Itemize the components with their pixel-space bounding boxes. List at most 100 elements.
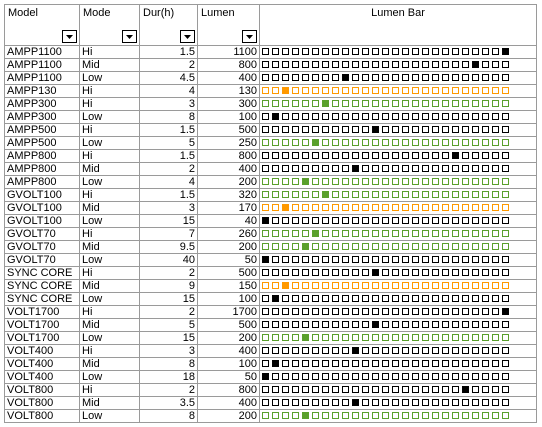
mode-cell[interactable]: Hi <box>79 149 140 163</box>
dur-cell[interactable]: 15 <box>139 292 198 306</box>
lumen-cell[interactable]: 300 <box>197 97 260 111</box>
dur-cell[interactable]: 15 <box>139 331 198 345</box>
model-cell[interactable]: AMPP800 <box>4 149 80 163</box>
lumen-cell[interactable]: 200 <box>197 240 260 254</box>
mode-cell[interactable]: Mid <box>79 279 140 293</box>
dur-cell[interactable]: 8 <box>139 357 198 371</box>
dur-cell[interactable]: 4 <box>139 175 198 189</box>
dur-cell[interactable]: 9.5 <box>139 240 198 254</box>
dur-cell[interactable]: 9 <box>139 279 198 293</box>
lumen-bar-cell[interactable] <box>259 253 537 267</box>
dur-cell[interactable]: 4.5 <box>139 71 198 85</box>
lumen-bar-cell[interactable] <box>259 227 537 241</box>
model-cell[interactable]: GVOLT100 <box>4 188 80 202</box>
lumen-cell[interactable]: 800 <box>197 383 260 397</box>
lumen-cell[interactable]: 40 <box>197 214 260 228</box>
model-cell[interactable]: SYNC CORE <box>4 292 80 306</box>
lumen-bar-cell[interactable] <box>259 71 537 85</box>
lumen-cell[interactable]: 400 <box>197 71 260 85</box>
dur-cell[interactable]: 3 <box>139 201 198 215</box>
model-cell[interactable]: AMPP800 <box>4 162 80 176</box>
mode-cell[interactable]: Hi <box>79 123 140 137</box>
lumen-bar-cell[interactable] <box>259 175 537 189</box>
lumen-cell[interactable]: 100 <box>197 292 260 306</box>
lumen-bar-cell[interactable] <box>259 383 537 397</box>
dur-cell[interactable]: 40 <box>139 253 198 267</box>
model-cell[interactable]: AMPP800 <box>4 175 80 189</box>
mode-cell[interactable]: Hi <box>79 84 140 98</box>
lumen-cell[interactable]: 500 <box>197 318 260 332</box>
lumen-filter-button[interactable] <box>242 30 257 43</box>
lumen-bar-cell[interactable] <box>259 97 537 111</box>
dur-cell[interactable]: 2 <box>139 266 198 280</box>
lumen-cell[interactable]: 100 <box>197 357 260 371</box>
mode-cell[interactable]: Low <box>79 253 140 267</box>
lumen-cell[interactable]: 1100 <box>197 45 260 59</box>
mode-cell[interactable]: Hi <box>79 97 140 111</box>
dur-cell[interactable]: 1.5 <box>139 45 198 59</box>
lumen-bar-cell[interactable] <box>259 266 537 280</box>
lumen-bar-cell[interactable] <box>259 331 537 345</box>
mode-cell[interactable]: Low <box>79 292 140 306</box>
model-cell[interactable]: GVOLT70 <box>4 240 80 254</box>
lumen-cell[interactable]: 100 <box>197 110 260 124</box>
model-cell[interactable]: AMPP500 <box>4 123 80 137</box>
mode-cell[interactable]: Mid <box>79 240 140 254</box>
lumen-cell[interactable]: 400 <box>197 396 260 410</box>
model-cell[interactable]: VOLT800 <box>4 409 80 423</box>
model-cell[interactable]: AMPP300 <box>4 110 80 124</box>
mode-cell[interactable]: Hi <box>79 45 140 59</box>
mode-cell[interactable]: Low <box>79 214 140 228</box>
mode-cell[interactable]: Low <box>79 331 140 345</box>
lumen-cell[interactable]: 800 <box>197 58 260 72</box>
lumen-cell[interactable]: 130 <box>197 84 260 98</box>
model-cell[interactable]: VOLT400 <box>4 357 80 371</box>
mode-cell[interactable]: Hi <box>79 344 140 358</box>
lumen-bar-cell[interactable] <box>259 188 537 202</box>
model-cell[interactable]: VOLT800 <box>4 383 80 397</box>
model-cell[interactable]: AMPP1100 <box>4 71 80 85</box>
lumen-bar-cell[interactable] <box>259 110 537 124</box>
lumen-cell[interactable]: 400 <box>197 344 260 358</box>
lumen-bar-cell[interactable] <box>259 357 537 371</box>
lumen-cell[interactable]: 500 <box>197 266 260 280</box>
model-cell[interactable]: GVOLT100 <box>4 201 80 215</box>
lumen-cell[interactable]: 400 <box>197 162 260 176</box>
dur-cell[interactable]: 8 <box>139 110 198 124</box>
mode-cell[interactable]: Low <box>79 409 140 423</box>
model-cell[interactable]: VOLT1700 <box>4 331 80 345</box>
dur-cell[interactable]: 7 <box>139 227 198 241</box>
mode-cell[interactable]: Mid <box>79 357 140 371</box>
model-cell[interactable]: AMPP300 <box>4 97 80 111</box>
dur-cell[interactable]: 1.5 <box>139 123 198 137</box>
model-cell[interactable]: AMPP1100 <box>4 45 80 59</box>
mode-cell[interactable]: Mid <box>79 318 140 332</box>
model-cell[interactable]: VOLT1700 <box>4 318 80 332</box>
lumen-bar-cell[interactable] <box>259 162 537 176</box>
dur-cell[interactable]: 1.5 <box>139 188 198 202</box>
lumen-bar-cell[interactable] <box>259 370 537 384</box>
lumen-bar-cell[interactable] <box>259 58 537 72</box>
lumen-cell[interactable]: 200 <box>197 175 260 189</box>
lumen-bar-cell[interactable] <box>259 409 537 423</box>
lumen-bar-cell[interactable] <box>259 84 537 98</box>
lumen-bar-cell[interactable] <box>259 318 537 332</box>
model-cell[interactable]: VOLT1700 <box>4 305 80 319</box>
dur-cell[interactable]: 15 <box>139 214 198 228</box>
mode-cell[interactable]: Hi <box>79 305 140 319</box>
lumen-cell[interactable]: 500 <box>197 123 260 137</box>
lumen-bar-cell[interactable] <box>259 292 537 306</box>
lumen-cell[interactable]: 320 <box>197 188 260 202</box>
model-cell[interactable]: AMPP1100 <box>4 58 80 72</box>
lumen-cell[interactable]: 250 <box>197 136 260 150</box>
dur-cell[interactable]: 1.5 <box>139 149 198 163</box>
dur-cell[interactable]: 2 <box>139 58 198 72</box>
mode-cell[interactable]: Hi <box>79 383 140 397</box>
dur-cell[interactable]: 5 <box>139 318 198 332</box>
mode-cell[interactable]: Low <box>79 71 140 85</box>
dur-cell[interactable]: 2 <box>139 162 198 176</box>
mode-cell[interactable]: Low <box>79 370 140 384</box>
lumen-cell[interactable]: 50 <box>197 253 260 267</box>
lumen-bar-cell[interactable] <box>259 123 537 137</box>
mode-cell[interactable]: Low <box>79 110 140 124</box>
